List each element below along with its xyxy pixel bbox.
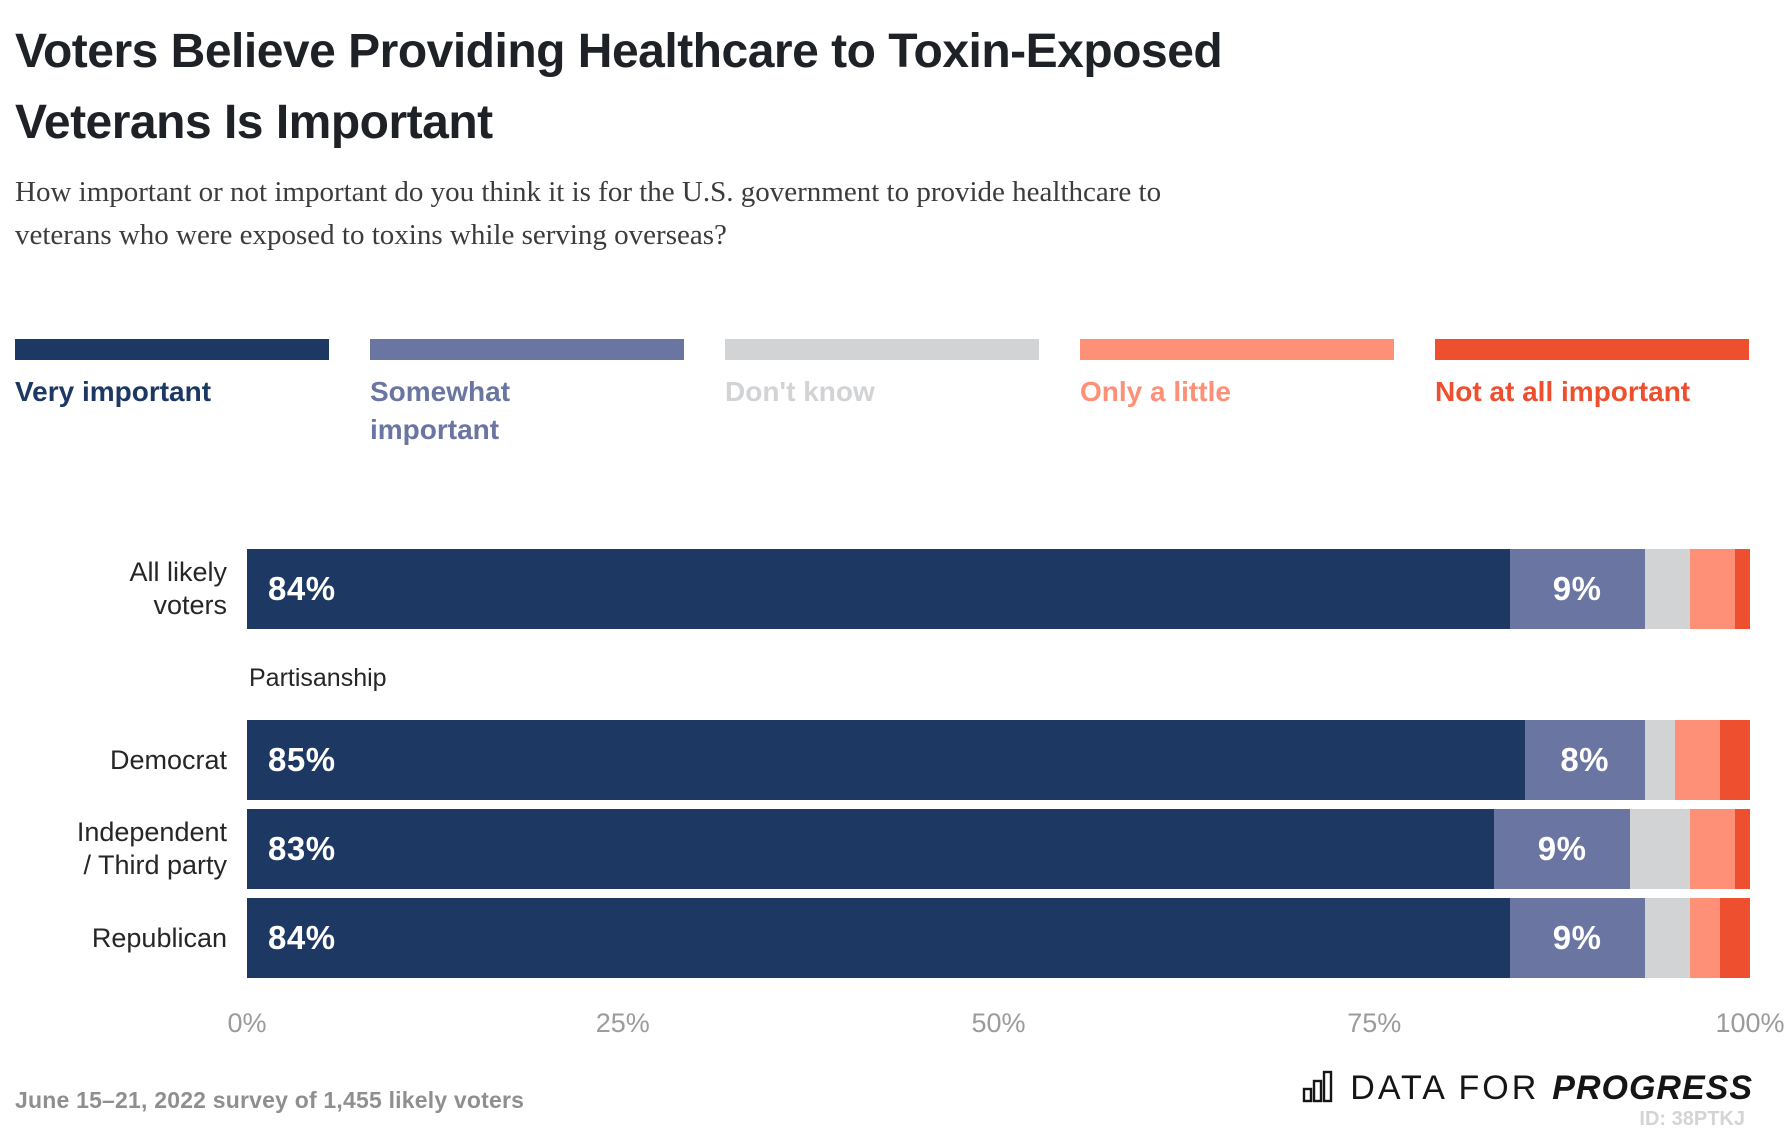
bar-segment-somewhat-important: 9% [1494, 809, 1630, 889]
legend-item-don-t-know: Don't know [725, 339, 1039, 449]
bar-segment-very-important: 84% [247, 898, 1510, 978]
value-label: 83% [268, 830, 336, 867]
legend-item-very-important: Very important [15, 339, 329, 449]
legend-item-not-at-all-important: Not at all important [1435, 339, 1749, 449]
legend-label-only-a-little: Only a little [1080, 376, 1231, 407]
bar-segment-not-at-all-important [1719, 720, 1750, 800]
legend-label-very-important: Very important [15, 376, 212, 407]
value-label: 9% [1537, 830, 1587, 867]
bar-segment-not-at-all-important [1734, 809, 1750, 889]
bar-segment-somewhat-important: 9% [1509, 898, 1645, 978]
page-title: Voters Believe Providing Healthcare to T… [15, 16, 1223, 158]
x-axis-tick-75: 75% [1347, 1008, 1402, 1038]
legend-swatch-don-t-know [725, 339, 1039, 360]
category-label-independent-third-party: Independent / Third party [76, 817, 227, 880]
legend: Very important Somewhat important Don't kno… [15, 339, 1749, 449]
legend-label-somewhat-important: Somewhat important [370, 376, 511, 445]
legend-swatch-somewhat-important [370, 339, 684, 360]
x-axis-tick-100: 100% [1715, 1008, 1785, 1038]
title-line-2: Veterans Is Important [15, 96, 493, 149]
bar-segment-very-important: 84% [247, 549, 1510, 629]
legend-label-don-t-know: Don't know [725, 376, 875, 407]
bar-segment-don-t-know [1644, 549, 1690, 629]
legend-item-somewhat-important: Somewhat important [370, 339, 684, 449]
value-label: 8% [1560, 741, 1610, 778]
bar-segment-only-a-little [1689, 898, 1720, 978]
bar-segment-only-a-little [1689, 809, 1735, 889]
bar-segment-don-t-know [1644, 898, 1690, 978]
legend-swatch-not-at-all-important [1435, 339, 1749, 360]
bar-segment-don-t-know [1644, 720, 1675, 800]
survey-question: How important or not important do you th… [15, 171, 1161, 257]
survey-note: June 15–21, 2022 survey of 1,455 likely … [15, 1087, 525, 1113]
title-line-1: Voters Believe Providing Healthcare to T… [15, 25, 1223, 78]
bar-segment-very-important: 83% [247, 809, 1495, 889]
logo-text-suffix: PROGRESS [1552, 1069, 1753, 1107]
bar-segment-somewhat-important: 9% [1509, 549, 1645, 629]
value-label: 9% [1552, 919, 1602, 956]
legend-swatch-only-a-little [1080, 339, 1394, 360]
bar-segment-very-important: 85% [247, 720, 1525, 800]
subtitle-line-1: How important or not important do you th… [15, 176, 1162, 208]
legend-swatch-very-important [15, 339, 329, 360]
bar-segment-only-a-little [1689, 549, 1735, 629]
x-axis-tick-0: 0% [227, 1008, 267, 1038]
value-label: 85% [268, 741, 336, 778]
bar-segment-don-t-know [1629, 809, 1690, 889]
legend-item-only-a-little: Only a little [1080, 339, 1394, 449]
category-label-democrat: Democrat [109, 744, 227, 775]
x-axis-tick-25: 25% [595, 1008, 650, 1038]
x-axis-tick-50: 50% [971, 1008, 1026, 1038]
bar-row-republican: 84% 9% [247, 898, 1750, 978]
logo-text-prefix: DATA FOR [1350, 1069, 1540, 1107]
group-label: Partisanship [249, 664, 387, 692]
subtitle-line-2: veterans who were exposed to toxins whil… [15, 219, 727, 251]
bar-row-democrat: 85% 8% [247, 720, 1750, 800]
value-label: 84% [268, 919, 336, 956]
value-label: 84% [268, 570, 336, 607]
bar-row-independent-third-party: 83% 9% [247, 809, 1750, 889]
category-label-republican: Republican [91, 922, 227, 953]
bar-chart-logo-icon [1301, 1068, 1337, 1109]
bar-segment-only-a-little [1674, 720, 1720, 800]
bar-segment-not-at-all-important [1719, 898, 1750, 978]
legend-label-not-at-all-important: Not at all important [1435, 376, 1691, 407]
data-for-progress-logo: DATA FOR PROGRESS [1301, 1068, 1753, 1109]
category-label-all-likely-voters: All likely voters [129, 557, 227, 620]
chart-id: ID: 38PTKJ [1639, 1108, 1745, 1130]
bar-segment-somewhat-important: 8% [1524, 720, 1645, 800]
value-label: 9% [1552, 570, 1602, 607]
bar-row-all-likely-voters: 84% 9% [247, 549, 1750, 629]
bar-segment-not-at-all-important [1734, 549, 1750, 629]
